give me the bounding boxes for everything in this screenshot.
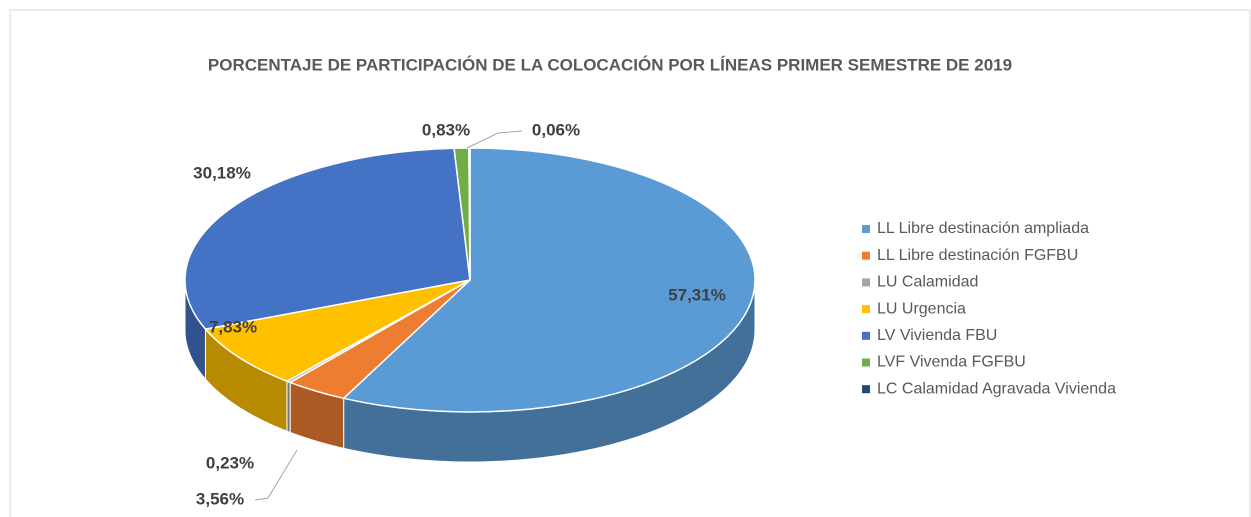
data-label: 0,83%	[422, 120, 470, 139]
legend-swatch	[862, 331, 870, 340]
legend-swatch	[862, 278, 870, 287]
legend-swatch	[862, 358, 870, 367]
legend-label: LL Libre destinación ampliada	[877, 220, 1089, 237]
pie-slice	[204, 279, 471, 383]
chart-title: PORCENTAJE DE PARTICIPACIÓN DE LA COLOCA…	[208, 55, 1012, 74]
legend-label: LC Calamidad Agravada Vivienda	[877, 380, 1116, 397]
legend-swatch	[862, 251, 870, 260]
legend-swatch	[862, 385, 870, 394]
leader-line	[254, 449, 298, 501]
pie-slice	[468, 147, 471, 281]
legend-swatch	[862, 225, 870, 233]
data-label: 0,06%	[532, 120, 580, 139]
data-label: 0,23%	[206, 453, 254, 472]
pie-slice	[184, 147, 471, 330]
legend-label: LV Vivienda FBU	[877, 327, 997, 344]
legend-label: LL Libre destinación FGFBU	[877, 247, 1078, 264]
pie-slice	[342, 147, 756, 413]
data-label: 7,83%	[209, 317, 257, 336]
leader-line	[466, 130, 523, 149]
data-label: 3,56%	[196, 489, 244, 508]
data-label: 57,31%	[668, 285, 726, 304]
legend-label: LVF Vivenda FGFBU	[877, 354, 1026, 371]
data-label: 30,18%	[193, 163, 251, 182]
legend-swatch	[862, 305, 870, 314]
legend-label: LU Calamidad	[877, 274, 978, 291]
legend-label: LU Urgencia	[877, 300, 966, 317]
